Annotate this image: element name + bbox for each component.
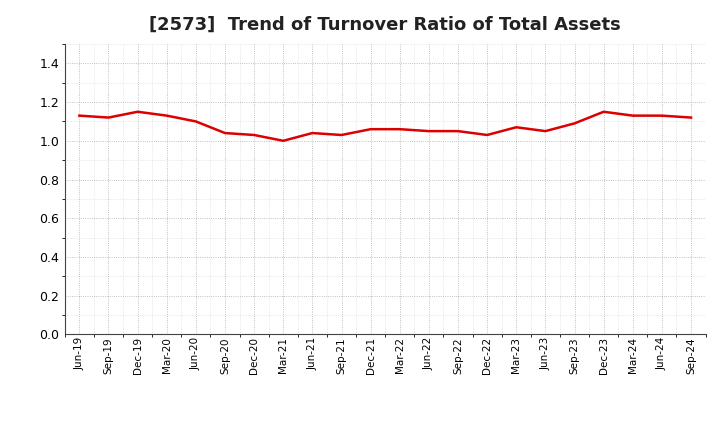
Title: [2573]  Trend of Turnover Ratio of Total Assets: [2573] Trend of Turnover Ratio of Total …	[149, 16, 621, 34]
